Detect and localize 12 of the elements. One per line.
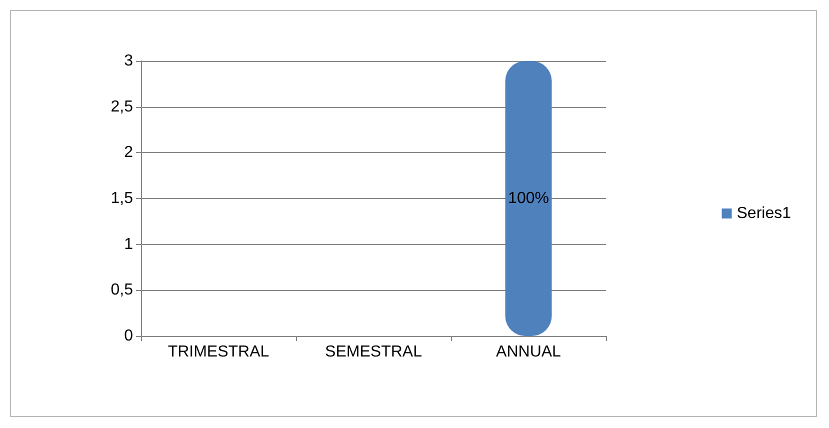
y-tick-label: 0 [124,328,134,344]
y-tick-label: 1,5 [110,190,134,207]
y-tick-label: 3 [124,52,134,70]
y-tick-label: 2,5 [110,98,134,116]
annotation: 100% [508,190,549,207]
y-tick-label: 1 [124,236,134,253]
legend-label: Series1 [736,205,792,222]
y-tick-label: 2 [124,144,134,162]
x-tick-label: TRIMESTRAL [168,344,270,360]
x-tick-label: ANNUAL [496,344,562,360]
x-tick-label: SEMESTRAL [325,344,422,360]
y-tick-label: 0,5 [110,282,134,299]
